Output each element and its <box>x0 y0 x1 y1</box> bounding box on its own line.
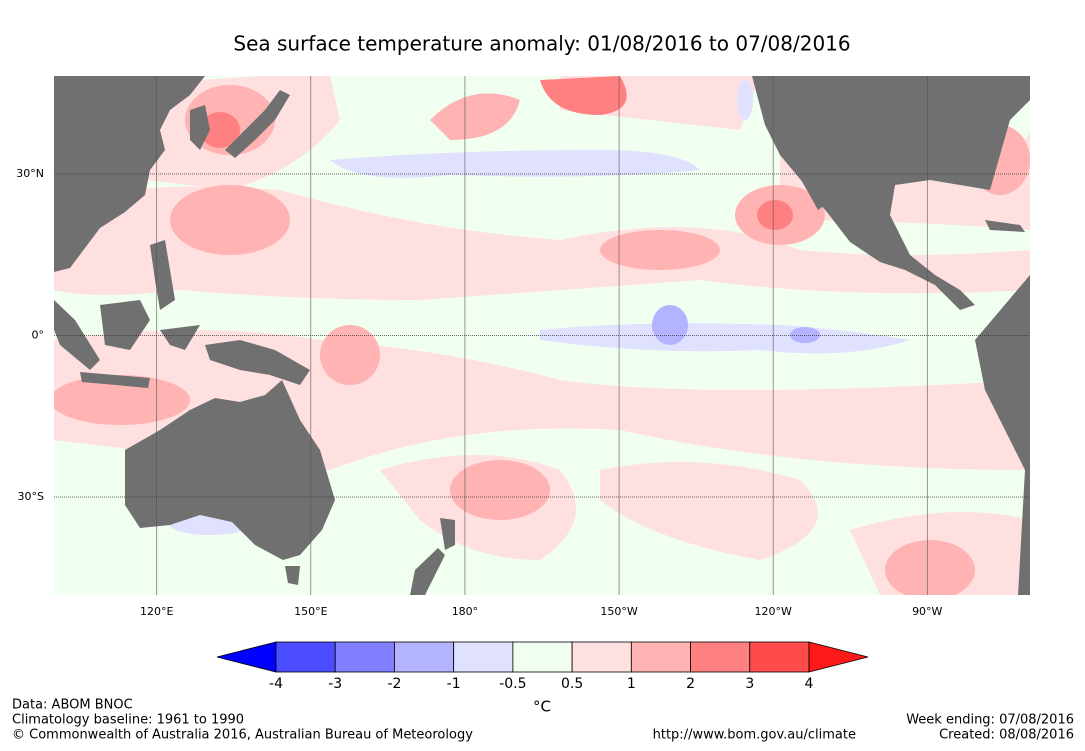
colorbar-extend-low <box>216 641 277 673</box>
colorbar-tick-label: -4 <box>269 676 283 692</box>
lon-tick-label: 150°W <box>600 605 637 618</box>
footer-text: Data: ABOM BNOC <box>12 698 133 713</box>
lat-tick-label: 0° <box>32 329 45 342</box>
footer-text: Created: 08/08/2016 <box>939 728 1074 743</box>
colorbar-tick-label: -3 <box>328 676 342 692</box>
footer-text: Climatology baseline: 1961 to 1990 <box>12 713 244 728</box>
lon-tick-label: 180° <box>452 605 479 618</box>
colorbar-tick-label: -2 <box>387 676 401 692</box>
footer-link: http://www.bom.gov.au/climate <box>653 728 856 743</box>
colorbar: -4 -3 -2 -1 -0.5 0.5 1 2 3 4 <box>216 641 869 692</box>
colorbar-box <box>690 641 751 673</box>
colorbar-tick-label: 3 <box>745 676 754 692</box>
colorbar-extend-high <box>808 641 869 673</box>
lon-tick-label: 120°W <box>754 605 791 618</box>
axis-labels: 120°E 150°E 180° 150°W 120°W 90°W 30°N 0° 30°S <box>16 167 942 618</box>
map <box>54 76 1030 595</box>
colorbar-tick-label: -1 <box>447 676 461 692</box>
lat-tick-label: 30°S <box>18 490 44 503</box>
colorbar-box <box>394 641 455 673</box>
graticule <box>54 76 1030 595</box>
colorbar-unit: °C <box>533 698 551 716</box>
colorbar-tick-label: 2 <box>686 676 695 692</box>
colorbar-tick-label: -0.5 <box>499 676 526 692</box>
colorbar-tick-label: 0.5 <box>561 676 583 692</box>
footer-text: Week ending: 07/08/2016 <box>906 713 1074 728</box>
colorbar-box <box>275 641 336 673</box>
lon-tick-label: 150°E <box>294 605 327 618</box>
lat-tick-label: 30°N <box>16 167 44 180</box>
title: Sea surface temperature anomaly: 01/08/2… <box>233 32 850 56</box>
colorbar-box <box>334 641 395 673</box>
colorbar-box <box>512 641 573 673</box>
colorbar-tick-label: 1 <box>627 676 636 692</box>
land <box>54 76 1030 595</box>
colorbar-box <box>571 641 632 673</box>
colorbar-box <box>749 641 810 673</box>
lon-tick-label: 120°E <box>140 605 173 618</box>
footer-text: © Commonwealth of Australia 2016, Austra… <box>12 728 473 743</box>
colorbar-tick-label: 4 <box>805 676 814 692</box>
colorbar-box <box>453 641 514 673</box>
colorbar-box <box>630 641 691 673</box>
lon-tick-label: 90°W <box>912 605 942 618</box>
